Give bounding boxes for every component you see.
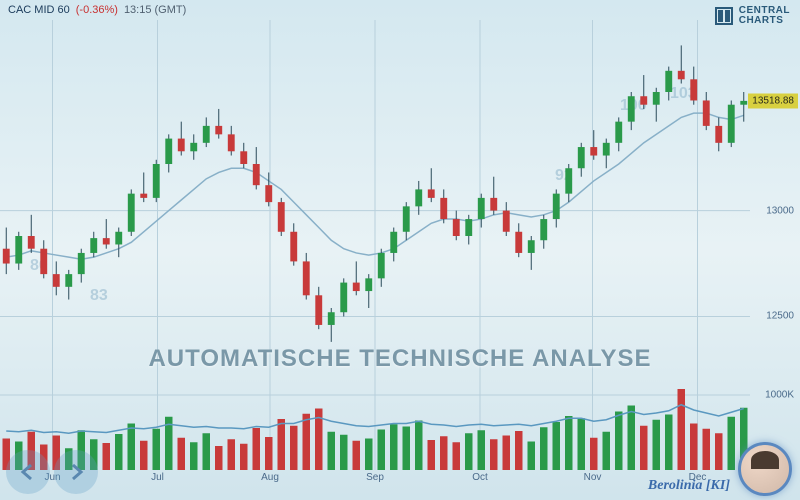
x-tick-label: Jul (151, 472, 164, 483)
nav-next-button[interactable] (54, 450, 98, 494)
price-change: (-0.36%) (76, 4, 118, 16)
price-chart[interactable]: 808392100103 (0, 20, 750, 380)
chart-header: CAC MID 60 (-0.36%) 13:15 (GMT) (8, 4, 186, 16)
y-tick-label: 12500 (766, 311, 794, 322)
nav-prev-button[interactable] (6, 450, 50, 494)
current-price-tag: 13518.88 (748, 93, 798, 108)
y-tick-label: 13000 (766, 205, 794, 216)
x-tick-label: Sep (366, 472, 384, 483)
ticker-symbol: CAC MID 60 (8, 4, 70, 16)
svg-text:83: 83 (90, 287, 108, 304)
volume-chart[interactable] (0, 380, 750, 470)
x-axis: JunJulAugSepOctNovDec (0, 472, 750, 488)
assistant-name[interactable]: Berolinia [KI] (648, 478, 730, 494)
x-tick-label: Aug (261, 472, 279, 483)
volume-y-tick-label: 1000K (765, 390, 794, 401)
timestamp: 13:15 (GMT) (124, 4, 186, 16)
assistant-avatar-icon[interactable] (738, 442, 792, 496)
x-tick-label: Nov (584, 472, 602, 483)
x-tick-label: Oct (472, 472, 488, 483)
